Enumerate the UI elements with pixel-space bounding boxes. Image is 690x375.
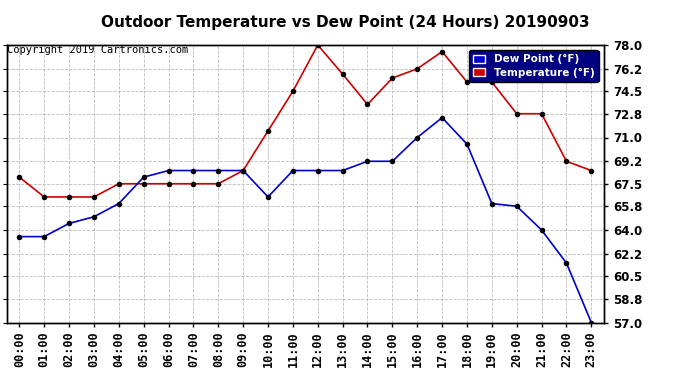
Text: Copyright 2019 Cartronics.com: Copyright 2019 Cartronics.com <box>7 45 188 55</box>
Text: Outdoor Temperature vs Dew Point (24 Hours) 20190903: Outdoor Temperature vs Dew Point (24 Hou… <box>101 15 589 30</box>
Legend: Dew Point (°F), Temperature (°F): Dew Point (°F), Temperature (°F) <box>469 50 598 82</box>
